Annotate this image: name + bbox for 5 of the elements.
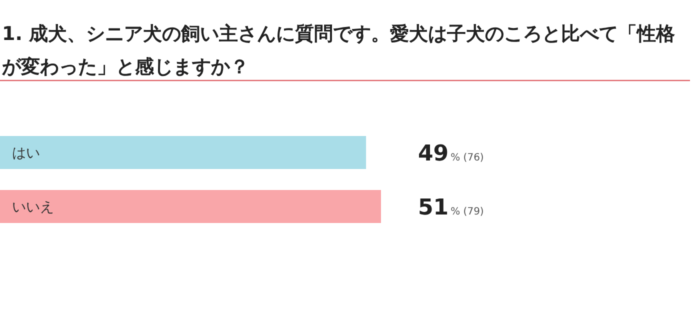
- y-tick-label: はい: [12, 146, 40, 162]
- data-label: 51% (79): [418, 196, 484, 220]
- data-label: 49% (76): [418, 142, 484, 166]
- title: 1. 成犬、シニア犬の飼い主さんに質問です。愛犬は子犬のころと比べて「性格が変わった」と感じますか？: [2, 22, 676, 80]
- y-tick-label: いいえ: [12, 200, 54, 216]
